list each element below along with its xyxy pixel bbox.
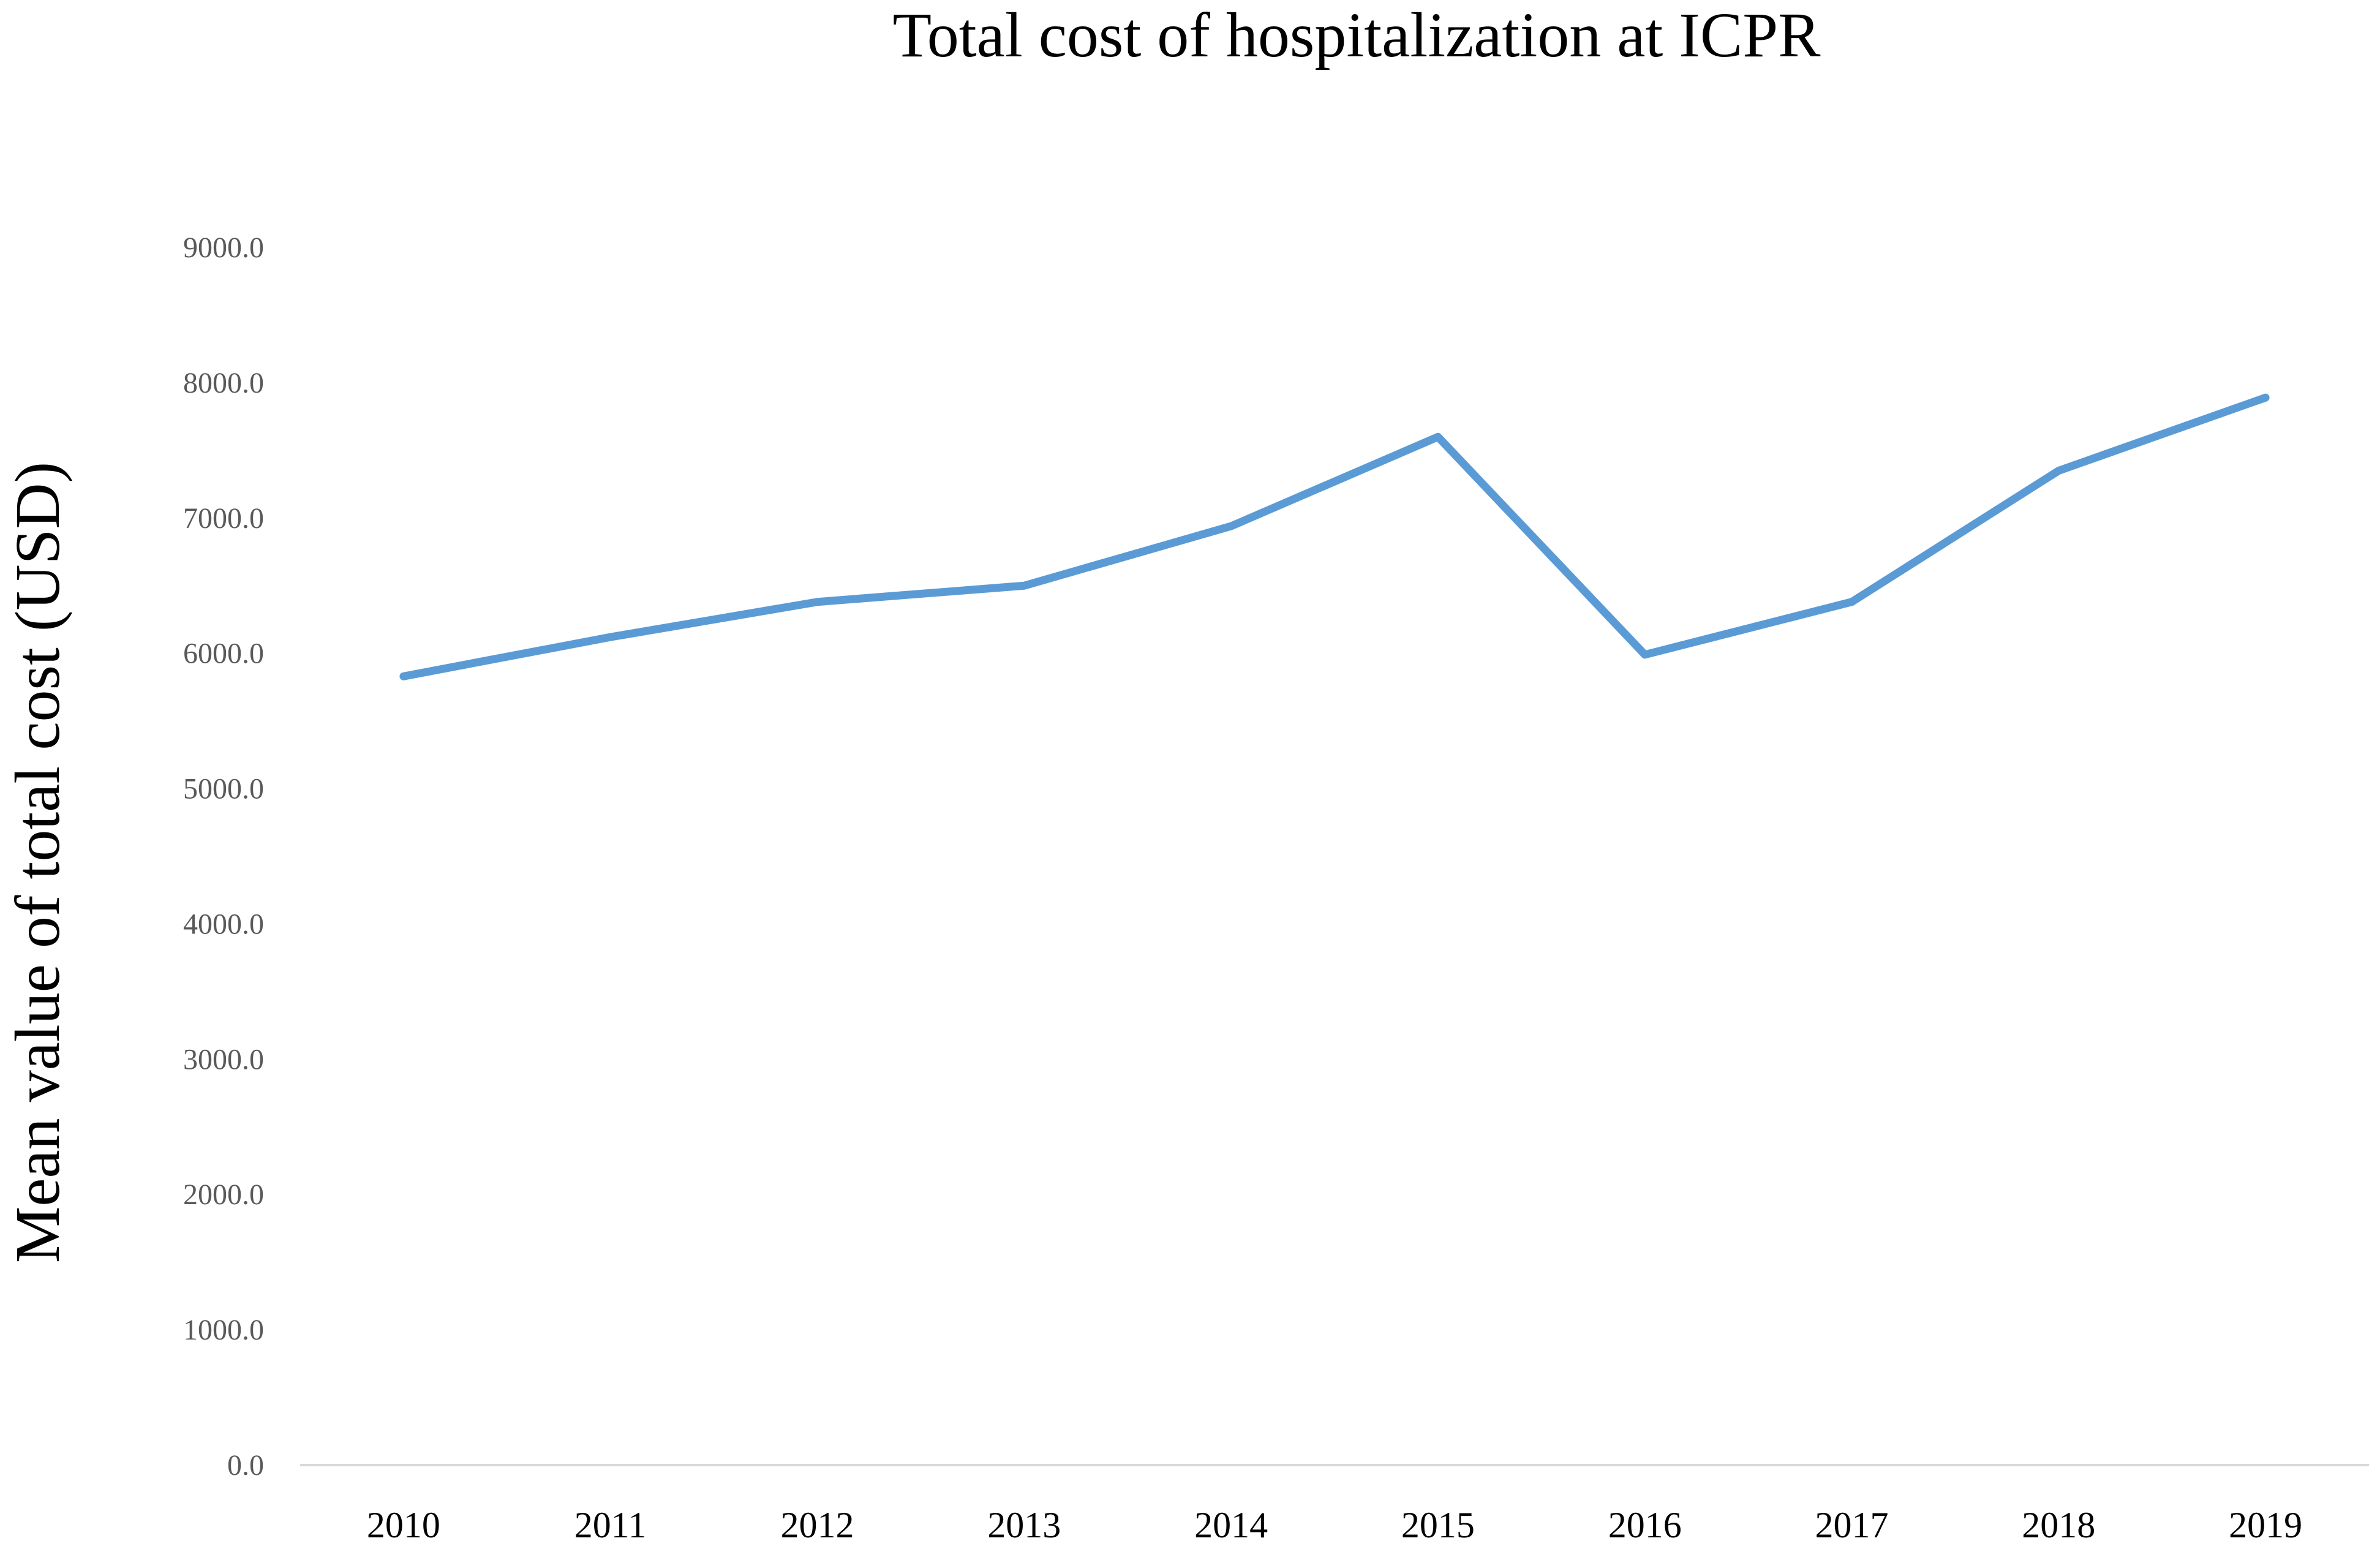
x-tick-label: 2012	[781, 1505, 854, 1545]
x-tick-label: 2011	[574, 1505, 647, 1545]
data-point	[813, 598, 821, 606]
data-point	[1227, 522, 1235, 530]
data-point	[606, 633, 614, 641]
y-tick-label: 6000.0	[183, 638, 264, 670]
y-tick-label: 4000.0	[183, 908, 264, 940]
data-point	[1434, 433, 1442, 441]
data-point	[2262, 394, 2270, 402]
x-tick-label: 2013	[987, 1505, 1061, 1545]
x-tick-label: 2017	[1815, 1505, 1889, 1545]
x-tick-label: 2010	[367, 1505, 440, 1545]
data-point	[1848, 598, 1856, 606]
data-point	[1641, 650, 1649, 658]
y-tick-label: 9000.0	[183, 232, 264, 264]
data-point	[399, 673, 407, 680]
y-tick-label: 2000.0	[183, 1178, 264, 1211]
y-tick-label: 1000.0	[183, 1314, 264, 1346]
data-point	[2055, 467, 2063, 475]
y-tick-label: 0.0	[227, 1449, 264, 1482]
x-tick-label: 2018	[2022, 1505, 2095, 1545]
x-tick-label: 2019	[2229, 1505, 2302, 1545]
series-line	[399, 393, 2270, 680]
x-axis-ticks: 2010 2011 2012 2013 2014 2015 2016 2017 2018 2019	[367, 1505, 2302, 1545]
data-point	[1020, 582, 1028, 590]
x-tick-label: 2014	[1194, 1505, 1268, 1545]
y-tick-label: 8000.0	[183, 367, 264, 399]
x-tick-label: 2016	[1608, 1505, 1682, 1545]
y-axis-ticks: 0.0 1000.0 2000.0 3000.0 4000.0 5000.0 6000.0 7…	[183, 232, 264, 1482]
y-axis-label: Mean value of total cost (USD)	[2, 462, 73, 1263]
x-tick-label: 2015	[1401, 1505, 1475, 1545]
series-group	[399, 393, 2270, 680]
y-tick-label: 5000.0	[183, 773, 264, 805]
y-tick-label: 7000.0	[183, 502, 264, 535]
y-tick-label: 3000.0	[183, 1043, 264, 1076]
chart-title: Total cost of hospitalization at ICPR	[893, 0, 1821, 70]
